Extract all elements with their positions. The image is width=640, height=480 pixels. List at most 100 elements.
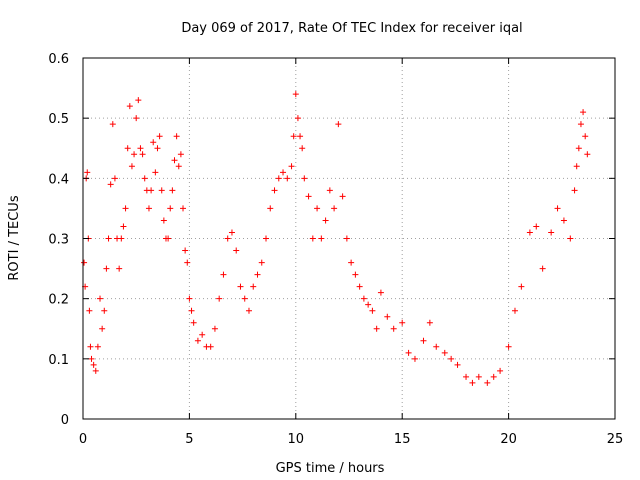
data-point — [426, 319, 433, 326]
data-point — [254, 271, 261, 278]
data-point — [352, 271, 359, 278]
data-point — [369, 307, 376, 314]
data-point — [165, 235, 172, 242]
data-point — [339, 193, 346, 200]
data-point — [475, 373, 482, 380]
data-point — [86, 307, 93, 314]
data-point — [484, 379, 491, 386]
data-point — [199, 331, 206, 338]
data-point — [228, 229, 235, 236]
y-tick-label: 0 — [61, 413, 69, 428]
data-point — [318, 235, 325, 242]
data-point — [156, 133, 163, 140]
data-point — [567, 235, 574, 242]
data-point — [233, 247, 240, 254]
y-tick-label: 0.1 — [48, 353, 69, 368]
data-points — [81, 91, 591, 386]
data-point — [575, 145, 582, 152]
data-point — [150, 139, 157, 146]
data-point — [152, 169, 159, 176]
data-point — [288, 163, 295, 170]
data-point — [411, 355, 418, 362]
data-point — [131, 151, 138, 158]
data-point — [245, 307, 252, 314]
data-point — [280, 169, 287, 176]
data-point — [171, 157, 178, 164]
data-point — [284, 175, 291, 182]
data-point — [124, 145, 131, 152]
data-point — [390, 325, 397, 332]
x-tick-label: 5 — [185, 432, 193, 447]
x-tick-label: 0 — [79, 432, 87, 447]
x-tick-label: 10 — [288, 432, 305, 447]
data-point — [309, 235, 316, 242]
data-point — [356, 283, 363, 290]
data-point — [120, 223, 127, 230]
data-point — [377, 289, 384, 296]
data-point — [220, 271, 227, 278]
data-point — [126, 103, 133, 110]
y-tick-label: 0.6 — [48, 52, 69, 67]
data-point — [518, 283, 525, 290]
data-point — [207, 343, 214, 350]
data-point — [292, 91, 299, 98]
data-point — [173, 133, 180, 140]
data-point — [399, 319, 406, 326]
data-point — [180, 205, 187, 212]
data-point — [177, 151, 184, 158]
data-point — [305, 193, 312, 200]
x-axis-label: GPS time / hours — [276, 461, 385, 476]
y-tick-label: 0.3 — [48, 233, 69, 248]
chart-title: Day 069 of 2017, Rate Of TEC Index for r… — [181, 21, 522, 36]
data-point — [582, 133, 589, 140]
data-point — [290, 133, 297, 140]
data-point — [584, 151, 591, 158]
data-point — [116, 265, 123, 272]
data-point — [505, 343, 512, 350]
data-point — [580, 109, 587, 116]
data-point — [360, 295, 367, 302]
data-point — [250, 283, 257, 290]
data-point — [107, 181, 114, 188]
data-point — [94, 343, 101, 350]
data-point — [137, 145, 144, 152]
data-point — [90, 361, 97, 368]
data-point — [103, 265, 110, 272]
y-tick-label: 0.5 — [48, 112, 69, 127]
data-point — [511, 307, 518, 314]
data-point — [275, 175, 282, 182]
y-tick-label: 0.2 — [48, 293, 69, 308]
x-tick-label: 20 — [500, 432, 517, 447]
data-point — [139, 151, 146, 158]
data-point — [469, 379, 476, 386]
data-point — [441, 349, 448, 356]
data-point — [128, 163, 135, 170]
data-point — [271, 187, 278, 194]
data-point — [158, 187, 165, 194]
x-tick-label: 25 — [607, 432, 624, 447]
x-tick-label: 15 — [394, 432, 411, 447]
data-point — [577, 121, 584, 128]
data-point — [299, 145, 306, 152]
data-point — [148, 187, 155, 194]
data-point — [145, 205, 152, 212]
data-point — [133, 115, 140, 122]
data-point — [122, 205, 129, 212]
data-point — [169, 187, 176, 194]
data-point — [167, 205, 174, 212]
plot-frame — [82, 57, 616, 420]
data-point — [87, 343, 94, 350]
data-point — [84, 169, 91, 176]
data-point — [294, 115, 301, 122]
data-point — [99, 325, 106, 332]
axis-ticks: 0 5 10 15 20 25 0 0.1 0.2 0.3 0.4 0.5 0.6 — [48, 52, 623, 447]
data-point — [297, 133, 304, 140]
data-point — [335, 121, 342, 128]
data-point — [405, 349, 412, 356]
data-point — [81, 259, 88, 266]
data-point — [490, 373, 497, 380]
data-point — [497, 367, 504, 374]
data-point — [420, 337, 427, 344]
data-point — [190, 319, 197, 326]
